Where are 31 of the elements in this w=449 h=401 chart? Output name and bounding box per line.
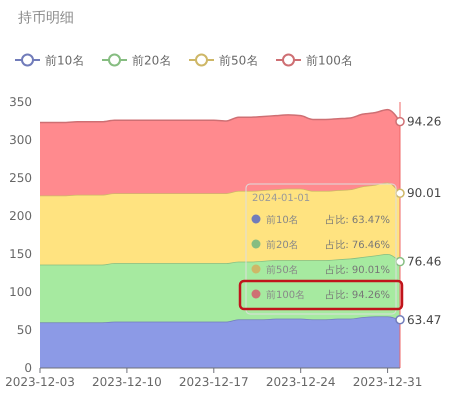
x-tick-label: 2023-12-24 (266, 375, 336, 389)
legend-label: 前50名 (266, 264, 299, 276)
y-tick-label: 350 (9, 95, 32, 109)
data-label: 94.26 (407, 114, 442, 129)
annotation: 占比: 94.26% (325, 289, 390, 301)
annotation: 占比: 76.46% (325, 239, 390, 251)
x-tick-label: 2023-12-10 (92, 375, 162, 389)
x-tick-label: 2023-12-31 (352, 375, 422, 389)
text: 前10名 (45, 54, 84, 68)
annotation: 占比: 63.47% (325, 214, 390, 226)
data-label: 63.47 (407, 312, 442, 327)
chart-title: 持币明细 (18, 10, 74, 26)
legend-label: 前10名 (266, 214, 299, 226)
data-label: 76.46 (407, 254, 442, 269)
legend-label: 前20名 (266, 239, 299, 251)
y-tick-label: 150 (9, 247, 32, 261)
y-tick-label: 100 (9, 285, 32, 299)
annotation: 占比: 90.01% (325, 264, 390, 276)
text: 前50名 (219, 54, 258, 68)
y-tick-label: 250 (9, 171, 32, 185)
legend-label: 前100名 (306, 54, 353, 68)
data-label: 90.01 (407, 186, 442, 200)
y-tick-label: 0 (24, 361, 32, 375)
x-tick-label: 2023-12-03 (5, 375, 75, 389)
y-tick-label: 50 (16, 323, 32, 337)
annotation: 2024-01-01 (252, 193, 310, 204)
y-tick-label: 200 (9, 209, 32, 223)
y-tick-label: 300 (9, 133, 32, 147)
x-tick-label: 2023-12-17 (178, 375, 249, 389)
text: 前100名 (266, 290, 306, 301)
text: 前20名 (132, 54, 172, 68)
